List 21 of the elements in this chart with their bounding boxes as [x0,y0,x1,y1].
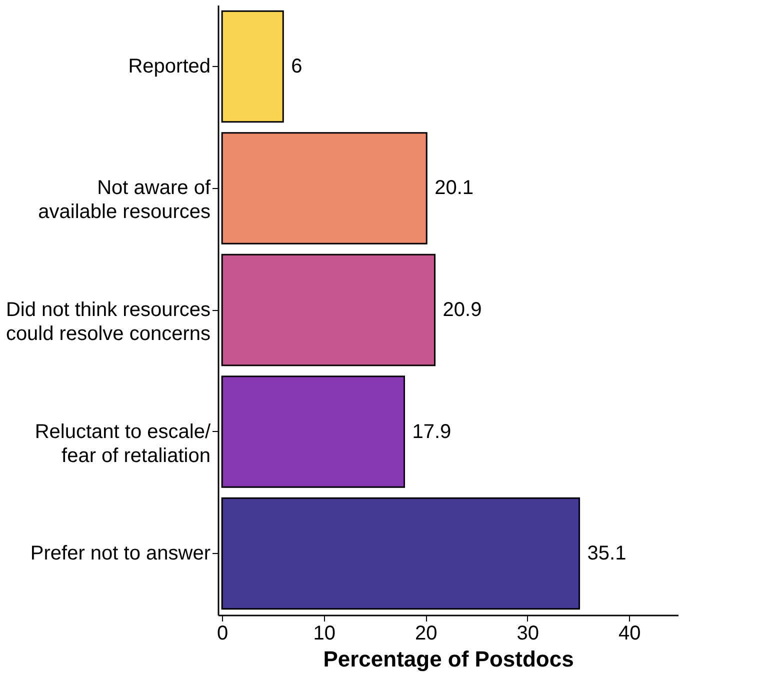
x-tick-label: 30 [516,622,540,644]
bar [221,376,405,488]
x-tick-label: 10 [313,622,336,644]
y-tick-label: Reported [128,55,210,78]
bar [221,132,428,244]
y-tick-label: Not aware of available resources [38,177,211,224]
y-tick-label: Reluctant to escale/ fear of retaliation [34,420,211,467]
y-tick-label: Did not think resources could resolve concerns [6,299,210,345]
data-label: 35.1 [587,542,626,565]
x-tick-label: 20 [414,622,438,644]
x-tick-label: 0 [217,622,228,644]
data-label: 17.9 [412,420,452,443]
y-tick-label: Prefer not to answer [30,542,211,565]
data-label: 6 [291,55,302,78]
x-axis-title: Percentage of Postdocs [323,646,574,672]
data-label: 20.9 [442,299,482,321]
x-tick-label: 40 [618,622,641,644]
bar [221,10,284,123]
bar [221,254,436,366]
bar [221,497,580,610]
data-label: 20.1 [434,177,474,200]
